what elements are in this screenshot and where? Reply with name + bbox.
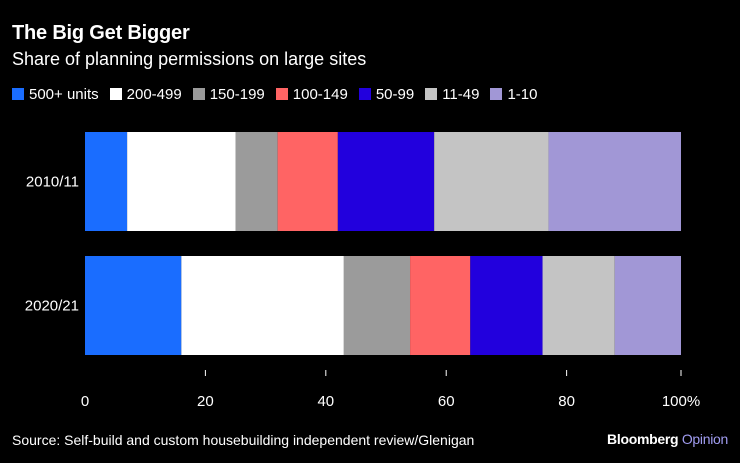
legend-item: 200-499 bbox=[109, 85, 182, 103]
legend-item: 150-199 bbox=[192, 85, 265, 103]
legend-label: 50-99 bbox=[375, 85, 415, 103]
bar-segment bbox=[235, 132, 278, 231]
legend: 500+ units 200-499 150-199 100-149 50-99 11-4… bbox=[12, 85, 549, 103]
legend-item: 1-10 bbox=[490, 85, 538, 103]
bar-segment bbox=[343, 256, 411, 355]
bar-segment bbox=[85, 256, 182, 355]
legend-label: 100-149 bbox=[292, 85, 348, 103]
bar-segment bbox=[337, 132, 435, 231]
legend-label: 200-499 bbox=[126, 85, 182, 103]
legend-item: 11-49 bbox=[425, 86, 479, 103]
source-note: Source: Self-build and custom housebuild… bbox=[12, 432, 475, 448]
chart-subtitle: Share of planning permissions on large s… bbox=[12, 49, 367, 69]
brand-logo: Bloomberg Opinion bbox=[607, 431, 728, 447]
bar-segment bbox=[127, 132, 236, 231]
brand-primary: Bloomberg bbox=[607, 431, 679, 447]
legend-item: 500+ units bbox=[12, 86, 99, 103]
bar-segment bbox=[85, 132, 128, 231]
x-axis-tick-label: 60 bbox=[438, 393, 455, 410]
category-label: 2010/11 bbox=[26, 174, 79, 191]
bar-segment bbox=[410, 256, 471, 355]
x-axis-tick-label: 20 bbox=[197, 393, 214, 410]
legend-swatch bbox=[358, 88, 371, 100]
x-axis-tick-label: 0 bbox=[81, 393, 89, 410]
legend-label: 500+ units bbox=[29, 85, 99, 103]
chart-title: The Big Get Bigger bbox=[12, 22, 190, 44]
legend-item: 100-149 bbox=[275, 85, 348, 103]
legend-label: 150-199 bbox=[209, 85, 265, 103]
bar-segment bbox=[434, 132, 549, 231]
category-label: 2020/21 bbox=[25, 298, 79, 315]
legend-label: 11-49 bbox=[442, 85, 480, 103]
legend-swatch bbox=[275, 88, 288, 100]
brand-secondary: Opinion bbox=[681, 431, 728, 447]
legend-swatch bbox=[109, 88, 122, 100]
x-axis-tick-label: 40 bbox=[317, 393, 334, 410]
legend-item: 50-99 bbox=[358, 85, 415, 103]
x-axis-tick-label: 100% bbox=[662, 393, 700, 410]
legend-swatch bbox=[192, 88, 205, 100]
bar-segment bbox=[542, 256, 615, 355]
bar-segment bbox=[277, 132, 338, 231]
bar-segment bbox=[548, 132, 681, 231]
x-axis-tick-label: 80 bbox=[558, 393, 575, 410]
bar-segment bbox=[470, 256, 543, 355]
bar-segment bbox=[181, 256, 344, 355]
legend-swatch bbox=[490, 88, 503, 100]
legend-label: 1-10 bbox=[507, 85, 538, 103]
bar-segment bbox=[614, 256, 681, 355]
legend-swatch bbox=[425, 88, 438, 100]
legend-swatch bbox=[12, 88, 24, 100]
